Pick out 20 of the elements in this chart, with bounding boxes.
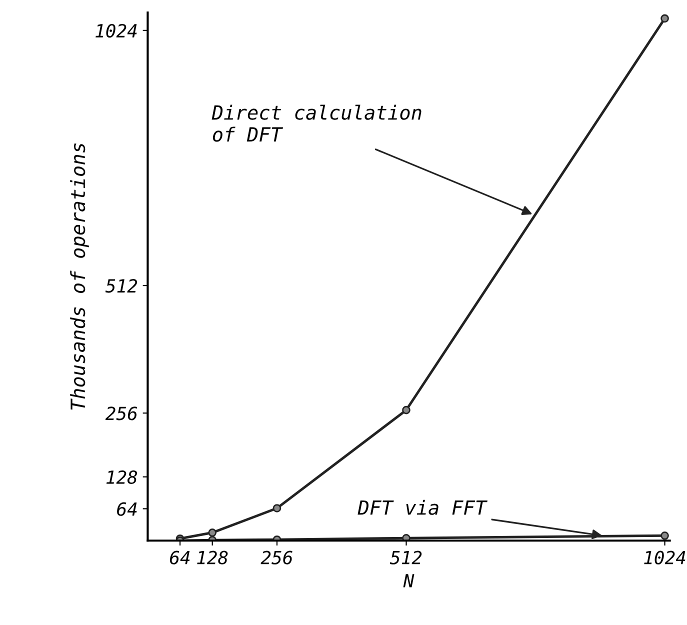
y-tick-label: 1024 — [96, 24, 137, 38]
x-axis-title: N — [403, 574, 414, 588]
y-tick-label: 512 — [105, 279, 138, 293]
annotation: Direct calculation of DFT — [212, 104, 422, 142]
point — [660, 531, 669, 540]
y-axis-title: Thousands of operations — [70, 143, 89, 410]
point — [272, 504, 282, 512]
y-tick-label: 256 — [105, 406, 138, 420]
point — [208, 528, 217, 537]
point — [660, 14, 669, 23]
y-tick-label: 64 — [117, 502, 137, 516]
point — [402, 406, 410, 414]
point — [402, 534, 410, 541]
x-tick-label: 128 — [197, 550, 228, 564]
x-tick-label: 256 — [260, 550, 292, 564]
y-tick-label: 128 — [106, 470, 138, 484]
x-tick-label: 64 — [170, 550, 190, 564]
x-tick-label: 512 — [390, 550, 422, 564]
annotation: DFT via FFT — [358, 500, 488, 515]
x-tick-label: 1024 — [644, 550, 686, 564]
